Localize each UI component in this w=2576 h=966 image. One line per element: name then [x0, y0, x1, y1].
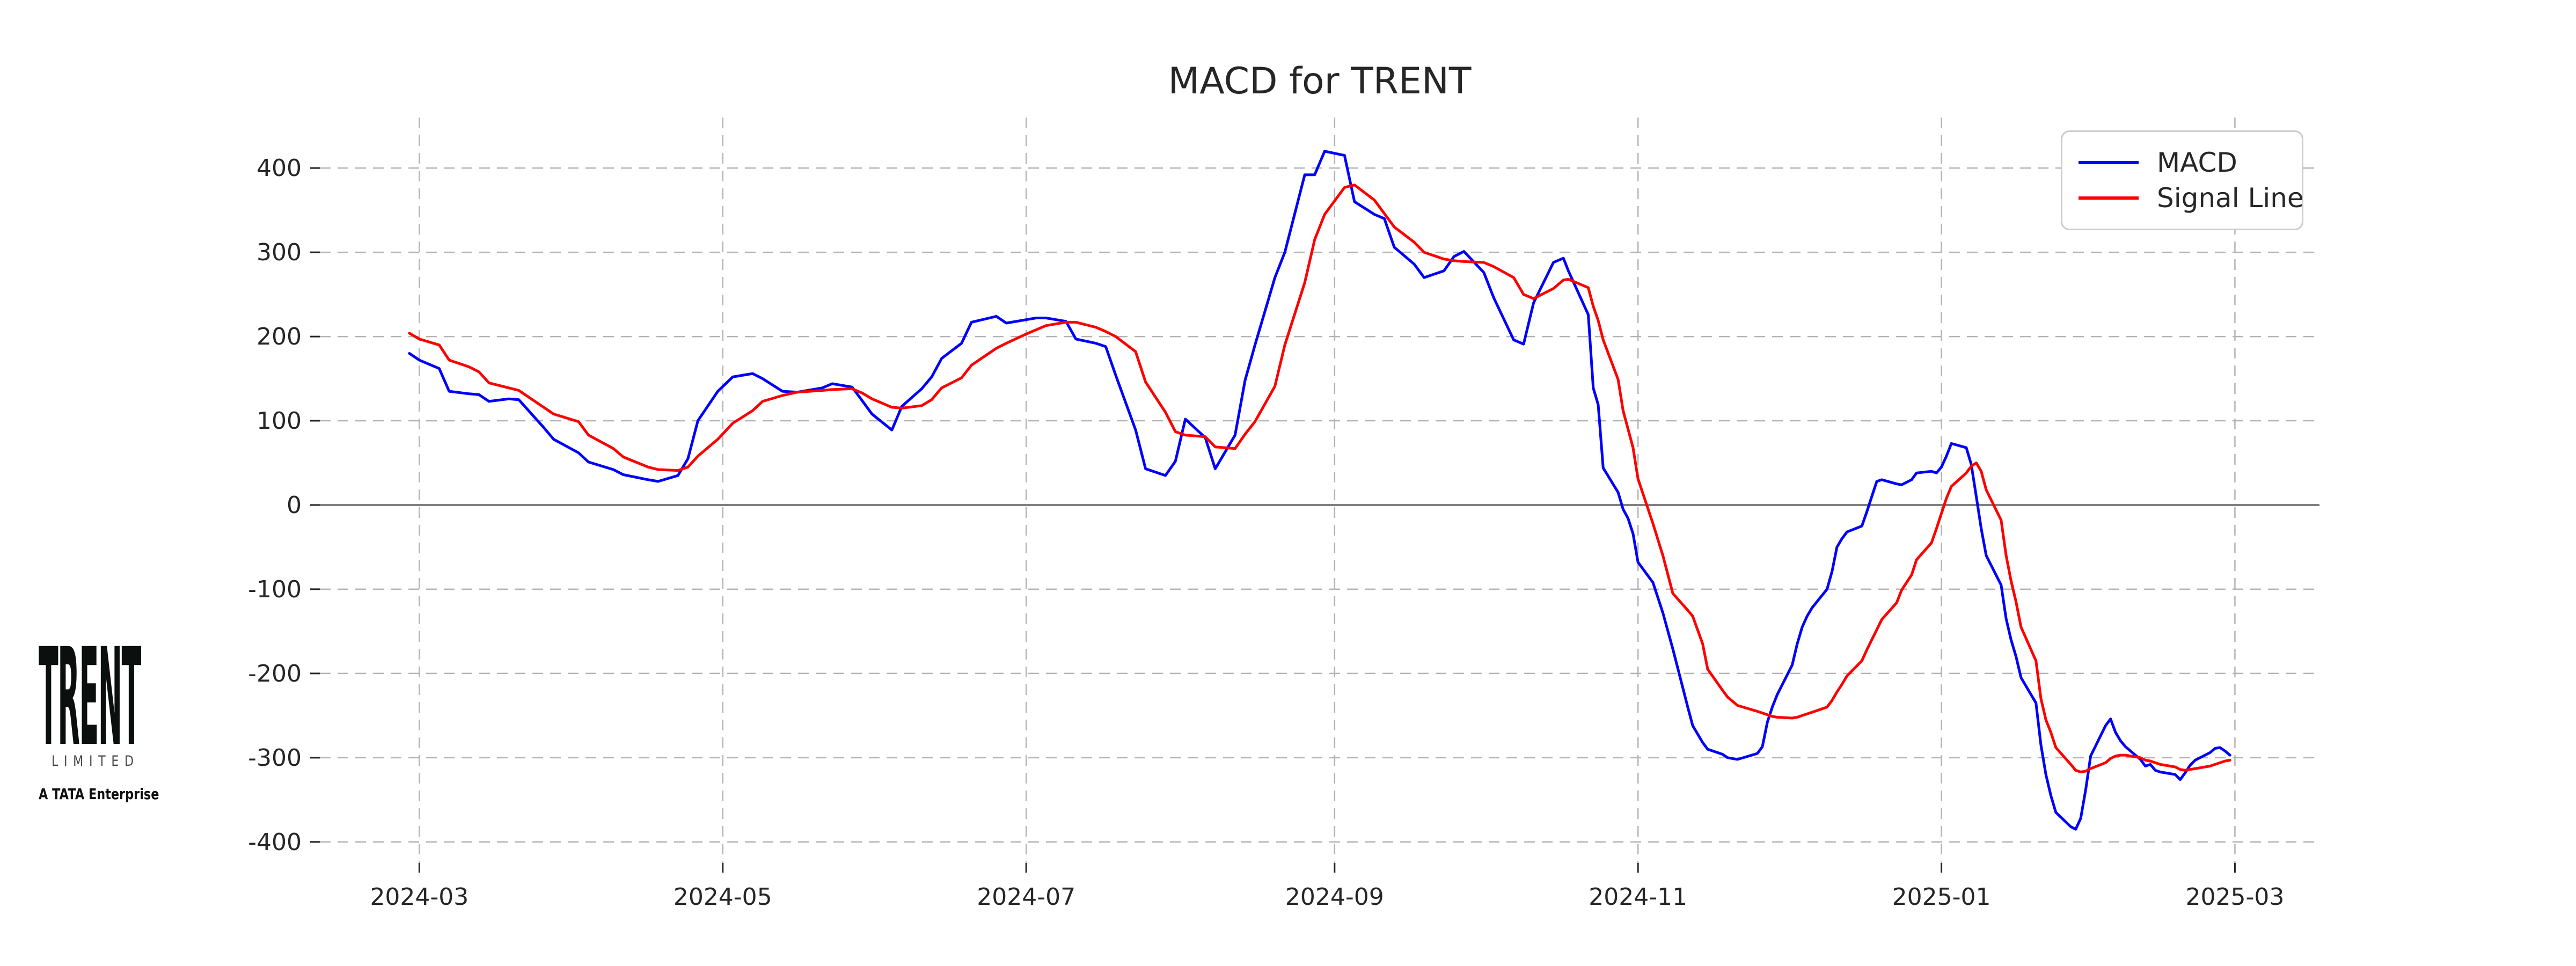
chart-title: MACD for TRENT — [1168, 60, 1472, 103]
logo-trent-text: TRENT — [39, 619, 141, 775]
legend-label-macd: MACD — [2157, 147, 2237, 178]
x-tick-label: 2024-07 — [977, 883, 1075, 911]
y-tick-label: -400 — [248, 829, 302, 856]
trent-logo: TRENT LIMITED A TATA Enterprise — [36, 631, 176, 813]
signal-line-swatch — [2079, 196, 2139, 200]
y-tick-label: -300 — [248, 744, 302, 772]
y-tick-label: -200 — [248, 660, 302, 687]
legend-label-signal: Signal Line — [2157, 182, 2304, 214]
y-tick-label: 0 — [287, 492, 302, 519]
logo-limited-text: LIMITED — [52, 753, 140, 770]
x-tick-label: 2025-03 — [2186, 883, 2285, 911]
logo-tata-enterprise-text: A TATA Enterprise — [39, 785, 159, 803]
signal-line-series — [408, 184, 2231, 773]
legend-row-macd: MACD — [2079, 145, 2286, 180]
y-tick-label: -100 — [248, 576, 302, 603]
y-tick-label: 100 — [257, 407, 302, 435]
x-tick-label: 2024-09 — [1285, 883, 1384, 911]
macd-line-swatch — [2079, 161, 2139, 164]
x-tick-label: 2024-05 — [674, 883, 772, 911]
legend-row-signal: Signal Line — [2079, 180, 2304, 216]
x-tick-label: 2025-01 — [1892, 883, 1991, 911]
y-tick-label: 400 — [257, 155, 302, 182]
x-tick-label: 2024-03 — [370, 883, 469, 911]
chart-legend: MACD Signal Line — [2061, 130, 2304, 230]
x-tick-label: 2024-11 — [1589, 883, 1687, 911]
macd-series — [408, 150, 2231, 831]
y-tick-label: 200 — [257, 323, 302, 350]
y-tick-label: 300 — [257, 239, 302, 266]
